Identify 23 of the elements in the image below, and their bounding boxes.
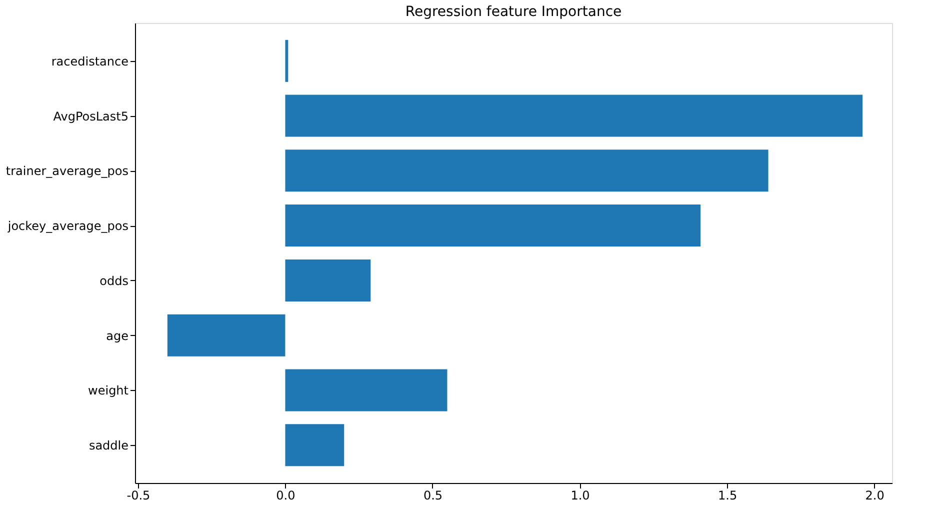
bar: [285, 94, 863, 137]
bar: [285, 424, 344, 466]
bar: [285, 204, 701, 247]
y-tick-label: saddle: [88, 438, 128, 453]
chart-title: Regression feature Importance: [405, 4, 622, 20]
y-tick-label: racedistance: [51, 54, 128, 68]
y-tick-label: odds: [100, 274, 128, 288]
x-tick-label: 1.0: [570, 488, 590, 502]
bar: [285, 259, 371, 302]
y-tick-label: age: [106, 328, 128, 343]
bar: [167, 314, 286, 356]
y-tick-label: trainer_average_pos: [6, 164, 128, 178]
bar: [285, 40, 288, 82]
y-tick-label: jockey_average_pos: [6, 219, 128, 234]
x-tick-label: 1.5: [718, 488, 738, 502]
bar: [285, 150, 768, 192]
x-tick-label: 2.0: [865, 488, 884, 502]
x-tick-label: 0.0: [276, 488, 296, 502]
y-tick-label: AvgPosLast5: [53, 109, 128, 124]
y-tick-label: weight: [88, 384, 129, 398]
x-tick-label: -0.5: [126, 488, 150, 502]
x-tick-label: 0.5: [423, 488, 443, 502]
bar: [285, 369, 448, 412]
